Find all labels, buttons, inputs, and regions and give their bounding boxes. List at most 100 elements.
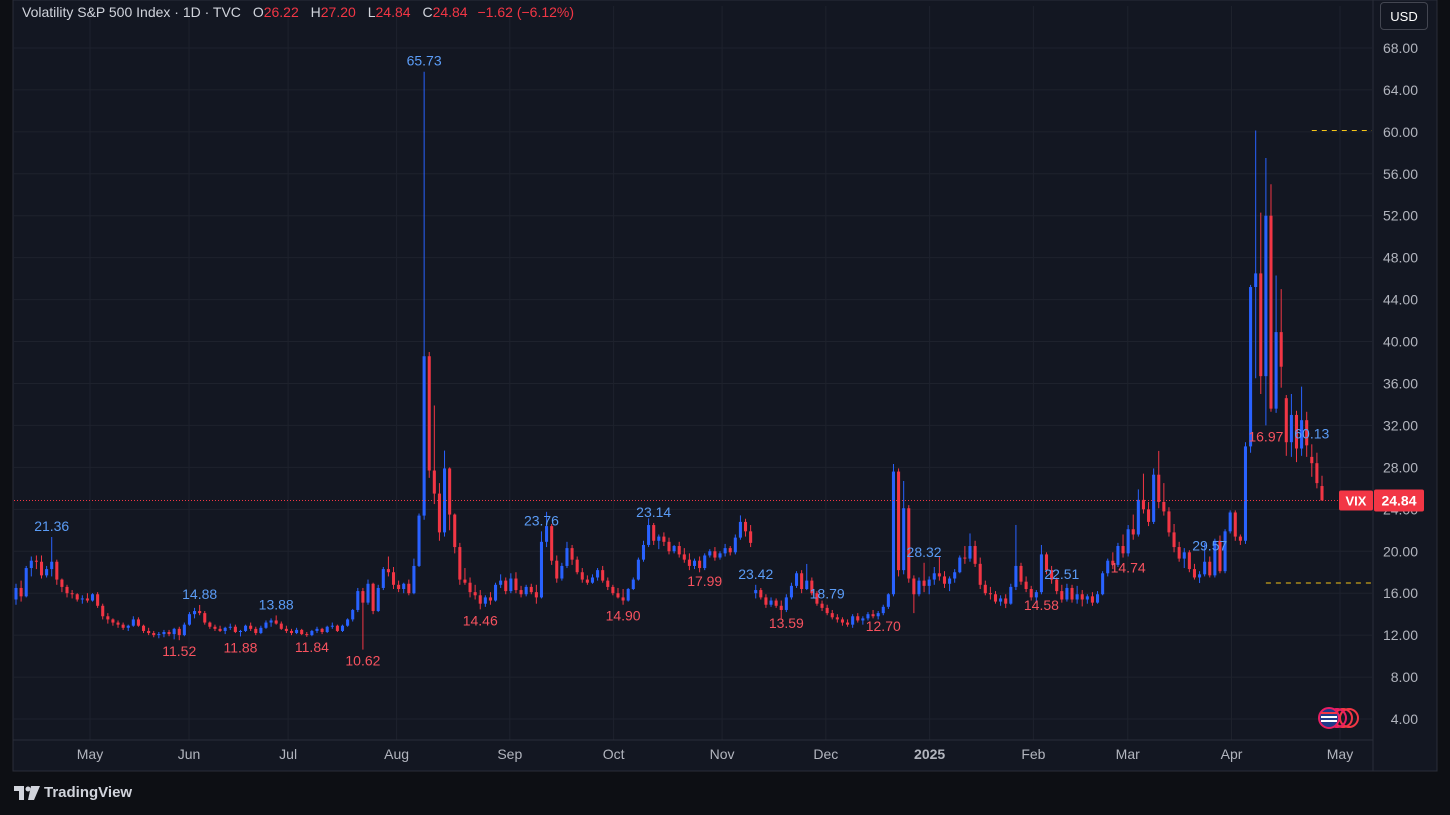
candle xyxy=(963,546,967,564)
symbol-title[interactable]: Volatility S&P 500 Index · 1D · TVC xyxy=(22,4,241,20)
candle-body xyxy=(361,591,365,603)
candle-body xyxy=(601,570,605,581)
candle-body xyxy=(172,628,176,635)
candle xyxy=(111,618,115,626)
open-value: 26.22 xyxy=(263,4,299,20)
candle xyxy=(937,556,941,581)
candle-body xyxy=(198,611,202,614)
candle-body xyxy=(101,605,105,617)
candle xyxy=(636,557,640,581)
y-tick-label: 68.00 xyxy=(1383,40,1418,56)
x-axis[interactable]: May Jun Jul Aug Sep Oct Nov Dec 2025 Feb Mar Apr May xyxy=(13,739,1373,762)
candle-body xyxy=(687,559,691,566)
candle-body xyxy=(310,630,314,636)
candle xyxy=(1121,534,1125,558)
candle xyxy=(601,565,605,583)
candle-body xyxy=(249,625,253,629)
candle-body xyxy=(1055,579,1059,592)
candle xyxy=(356,587,360,613)
candle xyxy=(504,577,508,595)
candle-body xyxy=(851,616,855,625)
candle xyxy=(1014,524,1018,591)
candle xyxy=(1264,158,1268,426)
candle-body xyxy=(228,626,232,628)
candle-body xyxy=(861,618,865,621)
candle xyxy=(386,556,390,577)
candle-body xyxy=(723,548,727,554)
candle xyxy=(641,540,646,562)
candle xyxy=(269,618,273,627)
candle xyxy=(856,613,860,623)
candle-body xyxy=(223,627,227,631)
candle xyxy=(912,575,916,614)
candle xyxy=(96,592,100,608)
flag-icon-group[interactable] xyxy=(1318,707,1359,729)
low-annotation: 14.46 xyxy=(463,612,498,628)
candle-body xyxy=(238,630,242,632)
candle-body xyxy=(764,597,768,605)
change-value: −1.62 (−6.12%) xyxy=(477,4,575,20)
candle-body xyxy=(606,580,610,587)
candle xyxy=(1065,583,1069,602)
currency-button[interactable]: USD xyxy=(1380,2,1428,30)
candle-body xyxy=(1065,587,1069,600)
candle xyxy=(177,626,181,641)
candle-body xyxy=(596,570,600,578)
candle-body xyxy=(1050,570,1054,580)
candle-body xyxy=(274,620,278,624)
candle-body xyxy=(182,624,186,636)
candle-body xyxy=(555,560,559,579)
candle-body xyxy=(295,629,299,634)
candle-body xyxy=(157,634,161,636)
candle-body xyxy=(927,579,931,586)
candle xyxy=(1269,184,1273,412)
candle-body xyxy=(1080,594,1084,600)
candle xyxy=(1310,444,1314,477)
candle-body xyxy=(733,537,737,553)
candle xyxy=(1320,475,1324,501)
low-annotation: 13.59 xyxy=(769,615,804,631)
tradingview-logo[interactable]: TradingView xyxy=(14,784,132,801)
candle xyxy=(167,629,171,637)
candle xyxy=(953,569,957,583)
candle-body xyxy=(1014,565,1018,587)
candle xyxy=(891,464,895,597)
candle-body xyxy=(891,471,895,595)
candle xyxy=(397,580,401,593)
candle xyxy=(142,624,146,634)
candle xyxy=(1029,585,1033,601)
candle-body xyxy=(524,586,528,595)
candle xyxy=(580,568,584,583)
candle-body xyxy=(988,593,992,595)
candle-body xyxy=(1147,509,1151,522)
candle xyxy=(1274,275,1278,413)
candle-body xyxy=(494,584,498,601)
candle xyxy=(330,622,334,629)
candle xyxy=(29,556,33,577)
candle xyxy=(320,627,324,635)
y-tick-label: 8.00 xyxy=(1391,669,1418,685)
candle xyxy=(412,558,416,595)
candle xyxy=(978,557,982,590)
candle xyxy=(677,541,681,558)
candle-body xyxy=(483,597,487,604)
candle xyxy=(1009,583,1013,605)
candle xyxy=(876,611,880,620)
candle-body xyxy=(1213,540,1217,576)
candle xyxy=(376,584,380,613)
candle-body xyxy=(269,620,273,623)
candle xyxy=(514,572,518,594)
candle xyxy=(754,584,758,599)
candle xyxy=(1289,393,1293,457)
y-axis[interactable]: 68.00 64.00 60.00 56.00 52.00 48.00 44.00 40.00… xyxy=(1372,0,1418,771)
candle-body xyxy=(937,573,941,577)
candle xyxy=(1090,592,1094,606)
candle-body xyxy=(636,559,640,580)
candle-body xyxy=(703,555,707,569)
candle xyxy=(749,525,753,548)
candle xyxy=(233,624,237,634)
candle xyxy=(897,468,901,577)
candle xyxy=(1218,535,1222,574)
candle-body xyxy=(29,560,33,569)
